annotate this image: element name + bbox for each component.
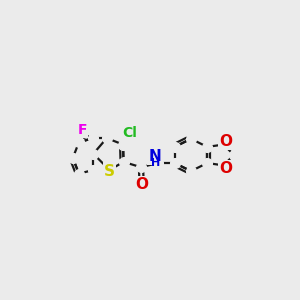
Text: F: F (77, 123, 87, 137)
Text: H: H (152, 158, 161, 168)
Text: S: S (104, 164, 115, 178)
Text: O: O (219, 134, 232, 148)
Text: O: O (219, 161, 232, 176)
Text: Cl: Cl (122, 127, 137, 140)
Text: O: O (135, 177, 148, 192)
Text: N: N (148, 149, 161, 164)
